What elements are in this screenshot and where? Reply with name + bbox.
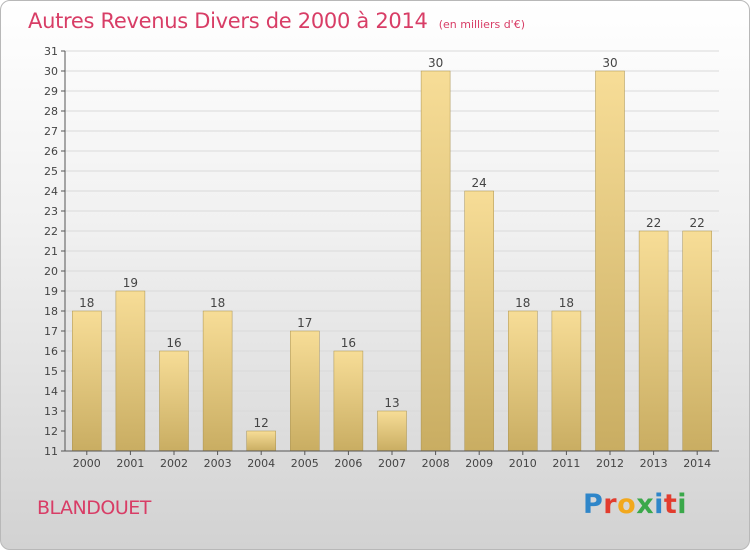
bar-2003	[202, 310, 233, 452]
y-tick-label: 14	[44, 385, 58, 398]
data-label-2001: 19	[123, 276, 138, 290]
data-label-2007: 13	[384, 396, 399, 410]
logo-letter: r	[603, 489, 618, 520]
data-label-2005: 17	[297, 316, 312, 330]
y-tick-label: 18	[44, 305, 58, 318]
bar-2000	[72, 310, 102, 452]
data-label-2011: 18	[559, 296, 574, 310]
logo-letter: o	[617, 489, 637, 520]
y-tick-label: 25	[44, 165, 58, 178]
data-label-2012: 30	[602, 56, 617, 70]
logo-letter: x	[636, 489, 655, 520]
data-label-2014: 22	[690, 216, 705, 230]
axes: 11 12 13 14 15 16 17 18 19 20 21 22 23 24 25 26 27 28 29 30…	[44, 45, 719, 470]
y-tick-label: 31	[44, 45, 58, 58]
x-tick-label-2012: 2012	[596, 457, 624, 470]
y-tick-label: 13	[44, 405, 58, 418]
bar-2013	[638, 230, 669, 452]
x-tick-label-2005: 2005	[291, 457, 319, 470]
logo-letter: t	[663, 489, 678, 520]
title-row: Autres Revenus Divers de 2000 à 2014 (en…	[28, 9, 525, 33]
y-tick-label: 29	[44, 85, 58, 98]
bar-2005	[290, 330, 320, 452]
y-tick-label: 23	[44, 205, 58, 218]
y-tick-label: 19	[44, 285, 58, 298]
bar-2009	[464, 190, 494, 452]
y-tick-label: 11	[44, 445, 58, 458]
y-tick-label: 21	[44, 245, 58, 258]
chart-subtitle: (en milliers d'€)	[438, 18, 525, 31]
x-tick-label-2008: 2008	[422, 457, 450, 470]
y-tick-label: 24	[44, 185, 58, 198]
x-tick-label-2002: 2002	[160, 457, 188, 470]
data-label-2002: 16	[166, 336, 181, 350]
bar-2008	[420, 70, 451, 452]
data-label-2003: 18	[210, 296, 225, 310]
bar-2002	[159, 350, 189, 452]
y-tick-label: 22	[44, 225, 58, 238]
y-tick-label: 30	[44, 65, 58, 78]
y-tick-label: 17	[44, 325, 58, 338]
x-tick-label-2003: 2003	[204, 457, 232, 470]
y-tick-label: 16	[44, 345, 58, 358]
bars	[72, 70, 712, 452]
y-tick-label: 20	[44, 265, 58, 278]
chart-title: Autres Revenus Divers de 2000 à 2014	[28, 9, 428, 33]
bar-2012	[595, 70, 625, 452]
bar-2014	[682, 230, 712, 452]
x-tick-label-2004: 2004	[247, 457, 275, 470]
bar-2001	[115, 290, 146, 452]
x-tick-label-2007: 2007	[378, 457, 406, 470]
y-tick-label: 28	[44, 105, 58, 118]
x-tick-label-2014: 2014	[683, 457, 711, 470]
logo-letter: i	[677, 489, 688, 520]
y-tick-label: 26	[44, 145, 58, 158]
bar-2004	[246, 430, 276, 452]
data-label-2009: 24	[472, 176, 487, 190]
x-tick-label-2013: 2013	[640, 457, 668, 470]
x-tick-label-2011: 2011	[552, 457, 580, 470]
y-tick-label: 12	[44, 425, 58, 438]
data-label-2008: 30	[428, 56, 443, 70]
data-label-2013: 22	[646, 216, 661, 230]
data-label-2000: 18	[79, 296, 94, 310]
y-tick-label: 15	[44, 365, 58, 378]
data-label-2010: 18	[515, 296, 530, 310]
proxiti-logo: Proxiti	[583, 489, 687, 520]
x-tick-label-2000: 2000	[73, 457, 101, 470]
data-labels: 18 19 16 18 12 17 16 13 30 24 18 18 30 22 22	[79, 56, 705, 430]
x-tick-label-2009: 2009	[465, 457, 493, 470]
data-label-2006: 16	[341, 336, 356, 350]
y-tick-label: 27	[44, 125, 58, 138]
x-tick-label-2010: 2010	[509, 457, 537, 470]
logo-letter: i	[654, 489, 664, 520]
bar-2011	[551, 310, 582, 452]
logo-letter: P	[583, 489, 604, 520]
bar-2007	[377, 410, 407, 452]
x-tick-label-2006: 2006	[334, 457, 362, 470]
data-label-2004: 12	[254, 416, 269, 430]
bar-2006	[333, 350, 364, 452]
bar-2010	[508, 310, 538, 452]
x-tick-label-2001: 2001	[116, 457, 144, 470]
place-name: BLANDOUET	[37, 497, 151, 519]
